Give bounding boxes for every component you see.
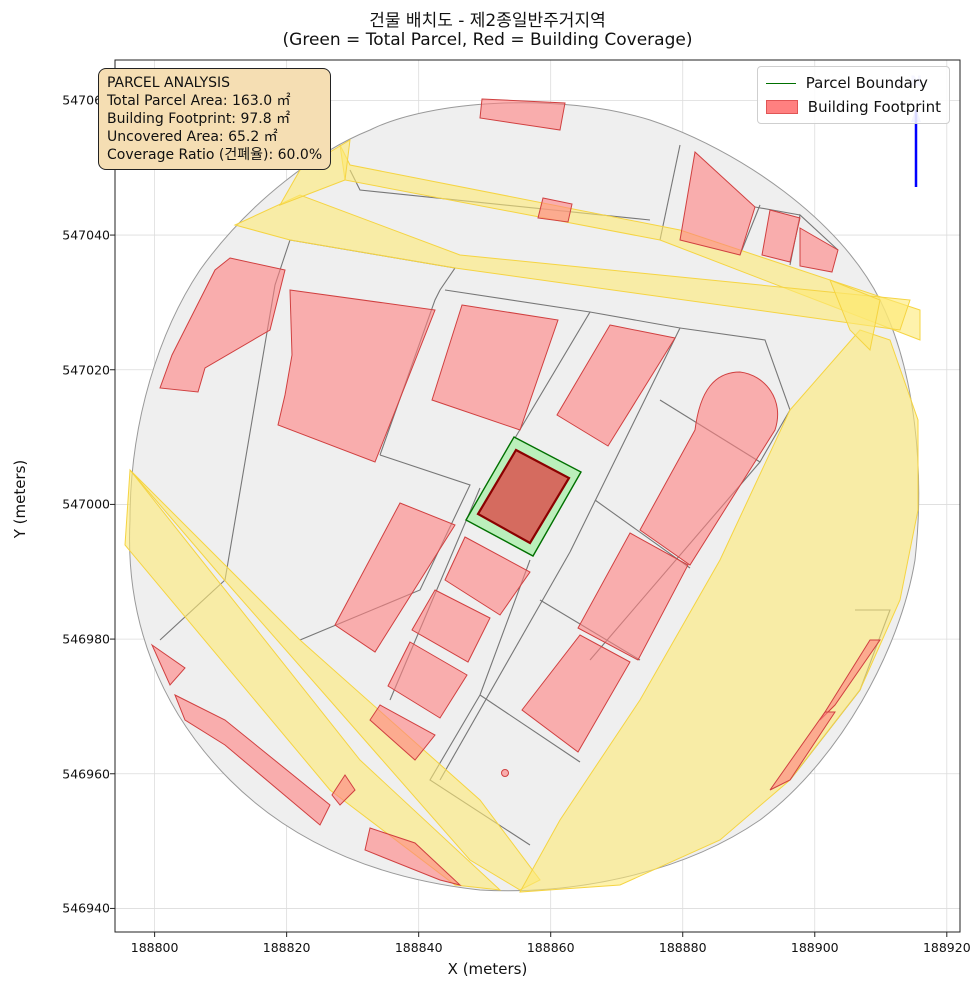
roads xyxy=(124,139,921,893)
building xyxy=(521,634,631,753)
building xyxy=(761,209,801,263)
legend-item-building: Building Footprint xyxy=(765,95,941,119)
building xyxy=(331,774,356,806)
coverage-text: Coverage Ratio (건폐율): 60.0% xyxy=(107,147,323,163)
y-tick-label: 546980 xyxy=(62,631,110,647)
y-tick-label: 546940 xyxy=(62,900,110,916)
legend-parcel-label: Parcel Boundary xyxy=(805,74,928,92)
uncovered-text: Uncovered Area: 65.2 ㎡ xyxy=(107,129,278,145)
x-tick-label: 188880 xyxy=(658,940,707,955)
building xyxy=(799,227,839,273)
building xyxy=(444,536,531,616)
building xyxy=(159,257,286,393)
building xyxy=(537,197,573,223)
building xyxy=(819,639,881,721)
y-tick-label: 547020 xyxy=(62,362,110,378)
x-tick-label: 188820 xyxy=(262,940,311,955)
building xyxy=(479,98,566,131)
footprint-text: Building Footprint: 97.8 ㎡ xyxy=(107,111,291,127)
legend: Parcel Boundary Building Footprint xyxy=(756,66,950,124)
x-tick-label: 188860 xyxy=(526,940,575,955)
y-axis-label: Y (meters) xyxy=(11,459,29,539)
building xyxy=(174,693,331,826)
x-tick-label: 188800 xyxy=(130,940,179,955)
building xyxy=(556,324,676,447)
building xyxy=(369,704,436,761)
total-area-text: Total Parcel Area: 163.0 ㎡ xyxy=(107,93,291,109)
analysis-heading: PARCEL ANALYSIS xyxy=(107,75,231,91)
building xyxy=(387,641,468,719)
parcel-line-swatch xyxy=(765,82,796,84)
target-building xyxy=(476,448,571,545)
building xyxy=(679,151,756,256)
tick-marks xyxy=(110,99,948,937)
chart-title: 건물 배치도 - 제2종일반주거지역 xyxy=(369,11,606,31)
building xyxy=(277,289,436,463)
building xyxy=(334,502,456,653)
legend-building-label: Building Footprint xyxy=(807,98,941,116)
parcel-analysis-box: PARCEL ANALYSIS Total Parcel Area: 163.0… xyxy=(98,68,332,170)
building xyxy=(769,711,836,791)
x-tick-label: 188840 xyxy=(394,940,443,955)
y-tick-label: 547040 xyxy=(62,227,110,243)
y-tick-label: 547000 xyxy=(62,496,110,512)
building xyxy=(577,532,689,661)
x-tick-label: 188900 xyxy=(790,940,839,955)
x-axis-label: X (meters) xyxy=(447,960,528,978)
chart-subtitle: (Green = Total Parcel, Red = Building Co… xyxy=(282,30,693,50)
building xyxy=(639,371,779,566)
building xyxy=(411,589,491,663)
building xyxy=(150,643,186,686)
buildings xyxy=(150,98,881,886)
map-layer: N xyxy=(124,74,922,893)
x-tick-label: 188920 xyxy=(922,940,971,955)
building xyxy=(501,769,509,777)
building xyxy=(431,304,559,431)
plot-frame xyxy=(114,59,961,933)
legend-item-parcel: Parcel Boundary xyxy=(765,71,941,95)
y-tick-label: 547060 xyxy=(62,92,110,108)
building xyxy=(364,827,462,886)
y-tick-label: 546960 xyxy=(62,766,110,782)
building-fill-swatch xyxy=(765,100,798,114)
